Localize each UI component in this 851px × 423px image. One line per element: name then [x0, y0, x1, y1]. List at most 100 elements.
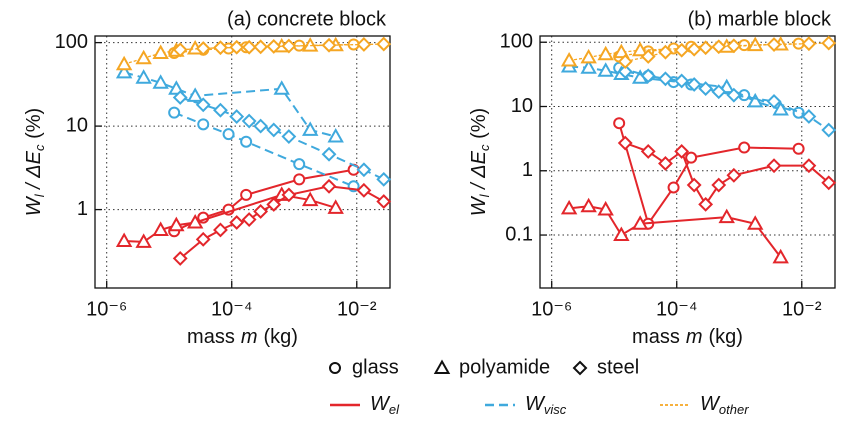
marker-diamond: [726, 167, 742, 183]
marker-diamond: [617, 64, 633, 79]
marker-diamond: [172, 42, 188, 58]
marker-diamond: [321, 37, 337, 53]
marker-diamond: [658, 156, 673, 171]
marker-diamond: [172, 90, 188, 105]
series-line: [618, 122, 799, 227]
y-tick-label: 1: [522, 159, 533, 181]
y-tick-label: 10: [511, 95, 533, 117]
marker-diamond: [674, 73, 690, 89]
series-line: [123, 71, 336, 138]
marker-triangle: [580, 197, 597, 213]
legend-label: polyamide: [459, 356, 550, 378]
marker-diamond: [766, 158, 782, 174]
marker-triangle: [273, 80, 290, 95]
marker-diamond: [686, 177, 702, 193]
marker-triangle: [433, 359, 451, 374]
marker-diamond: [640, 144, 656, 159]
marker-diamond: [726, 38, 742, 54]
marker-diamond: [241, 39, 257, 55]
x-label-text: mass: [632, 326, 680, 348]
x-tick-label: 10⁻²: [337, 298, 377, 320]
marker-diamond: [658, 71, 673, 87]
marker-circle: [293, 158, 306, 171]
marker-triangle: [631, 215, 649, 230]
marker-diamond: [686, 41, 702, 57]
marker-triangle: [301, 191, 319, 207]
marker-circle: [293, 173, 306, 186]
marker-diamond: [253, 39, 269, 55]
marker-diamond: [376, 36, 392, 52]
legend-label: glass: [352, 356, 399, 378]
legend-sub: other: [719, 402, 749, 417]
marker-diamond: [281, 129, 297, 144]
marker-triangle: [327, 127, 344, 143]
marker-triangle: [631, 41, 649, 57]
marker-triangle: [613, 43, 630, 59]
y-tick-label: 100: [500, 31, 533, 53]
marker-circle: [685, 151, 698, 164]
marker-diamond: [172, 251, 188, 266]
series-line: [173, 111, 354, 188]
marker-triangle: [327, 199, 344, 214]
marker-circle: [168, 106, 181, 119]
marker-diamond: [658, 44, 673, 60]
y-tick-label: 100: [55, 31, 88, 53]
marker-diamond: [572, 360, 588, 376]
x-tick-label: 10⁻⁶: [531, 298, 572, 320]
marker-triangle: [186, 87, 204, 102]
marker-diamond: [195, 97, 211, 113]
marker-circle: [613, 117, 626, 130]
marker-diamond: [726, 87, 742, 103]
y-label-mid: / ΔE: [468, 150, 490, 194]
marker-triangle: [580, 59, 597, 74]
marker-triangle: [152, 74, 169, 89]
y-label-unit: (%): [23, 108, 45, 145]
y-label-var: W: [23, 195, 45, 216]
marker-triangle: [168, 216, 185, 232]
marker-diamond: [711, 177, 727, 193]
y-tick-label: 0.1: [505, 223, 533, 245]
marker-diamond: [266, 122, 282, 138]
marker-triangle: [152, 221, 169, 236]
legend-label: Wother: [700, 393, 749, 417]
marker-diamond: [356, 162, 372, 178]
marker-diamond: [195, 41, 211, 56]
marker-triangle: [560, 51, 578, 67]
marker-diamond: [640, 49, 656, 64]
x-label-unit: (kg): [709, 326, 743, 348]
marker-diamond: [801, 36, 817, 52]
marker-circle: [792, 142, 805, 155]
marker-triangle: [746, 92, 764, 108]
marker-triangle: [135, 49, 152, 65]
marker-diamond: [229, 215, 245, 230]
marker-diamond: [356, 37, 372, 52]
y-label-sub: l: [477, 193, 492, 197]
marker-diamond: [821, 175, 837, 191]
marker-triangle: [772, 248, 789, 264]
marker-triangle: [746, 36, 764, 52]
marker-triangle: [560, 199, 578, 215]
marker-diamond: [766, 37, 782, 52]
legend-label: Wvisc: [525, 393, 567, 417]
plot-frame: [94, 35, 391, 289]
marker-triangle: [115, 232, 133, 248]
marker-circle: [197, 118, 210, 131]
marker-diamond: [213, 40, 228, 56]
x-tick-label: 10⁻⁴: [656, 298, 697, 320]
marker-triangle: [597, 45, 614, 61]
marker-circle: [222, 128, 235, 141]
marker-diamond: [241, 113, 257, 129]
x-label-var: m: [241, 326, 258, 348]
marker-triangle: [186, 213, 204, 229]
marker-diamond: [711, 39, 727, 55]
x-label-var: m: [686, 326, 703, 348]
marker-diamond: [321, 146, 337, 162]
legend-symbol: W: [525, 393, 546, 415]
marker-diamond: [213, 102, 228, 118]
marker-triangle: [746, 215, 764, 230]
marker-triangle: [580, 48, 597, 64]
marker-diamond: [281, 187, 297, 203]
marker-diamond: [241, 212, 257, 227]
marker-diamond: [617, 54, 633, 69]
